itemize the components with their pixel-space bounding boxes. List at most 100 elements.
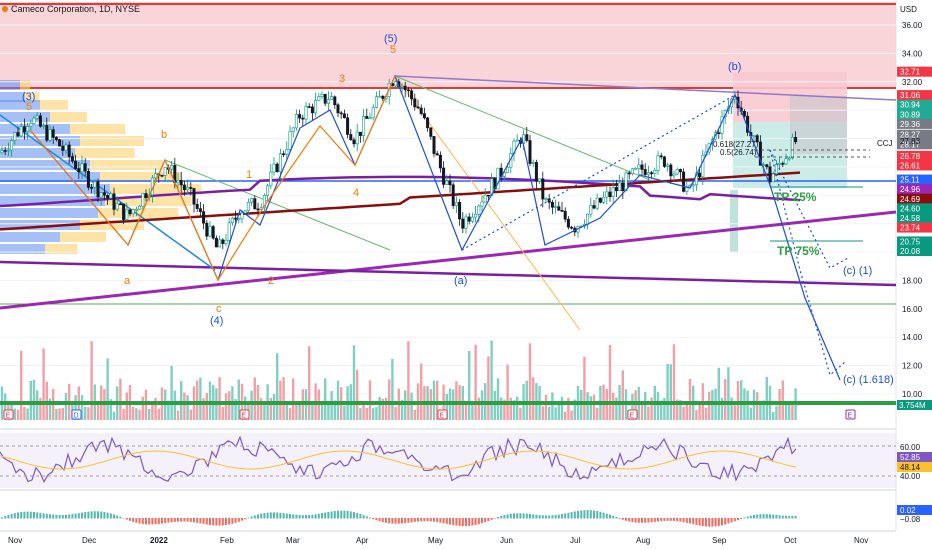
volume-bar bbox=[688, 379, 692, 420]
macd-bar bbox=[433, 518, 435, 522]
target-column bbox=[730, 190, 738, 252]
candle-body bbox=[29, 123, 33, 127]
event-marker-label: E bbox=[440, 413, 445, 420]
macd-bar bbox=[340, 510, 343, 519]
event-marker-box bbox=[71, 409, 82, 420]
volume-bar bbox=[173, 390, 176, 420]
macd-bar bbox=[65, 514, 67, 519]
macd-bar bbox=[311, 514, 314, 519]
macd-bar bbox=[84, 512, 87, 519]
candle-body bbox=[115, 203, 119, 210]
volume-bar bbox=[650, 397, 653, 420]
trendline-lower[interactable] bbox=[0, 260, 897, 287]
macd-bar bbox=[391, 518, 394, 524]
candle-body bbox=[51, 129, 55, 138]
candle-body bbox=[272, 163, 276, 173]
volume-bar bbox=[512, 400, 516, 420]
volume-bar bbox=[288, 408, 292, 420]
volume-profile-bar bbox=[0, 124, 70, 134]
volume-bar bbox=[132, 406, 135, 420]
candle-body bbox=[422, 113, 426, 119]
volume-bar bbox=[260, 398, 263, 420]
candle-body bbox=[634, 167, 638, 170]
candle-body bbox=[621, 182, 625, 191]
macd-bar bbox=[314, 514, 317, 519]
candle-body bbox=[560, 210, 564, 212]
macd-bar bbox=[295, 514, 298, 519]
candle-body bbox=[771, 173, 775, 183]
macd-bar bbox=[212, 518, 215, 526]
candle-body bbox=[374, 96, 378, 108]
candle-body bbox=[230, 217, 234, 224]
macd-bar bbox=[564, 513, 567, 519]
macd-bar bbox=[266, 512, 269, 519]
macd-bar bbox=[289, 513, 291, 519]
candle-body bbox=[205, 222, 209, 237]
trendline-top[interactable] bbox=[394, 75, 897, 101]
volume-bar bbox=[698, 402, 701, 420]
macd-bar bbox=[337, 510, 339, 519]
volume-bar bbox=[90, 341, 93, 420]
macd-histogram bbox=[1, 510, 797, 527]
volume-bar bbox=[516, 396, 519, 420]
macd-bar bbox=[541, 515, 544, 519]
macd-bar bbox=[442, 518, 445, 524]
macd-bar bbox=[743, 517, 746, 519]
candle-body bbox=[515, 139, 519, 142]
candle-body bbox=[538, 178, 542, 182]
macd-bar bbox=[167, 518, 170, 523]
volume-bar bbox=[612, 392, 615, 420]
candle-body bbox=[134, 208, 138, 211]
candle-body bbox=[26, 126, 30, 132]
candle-body bbox=[426, 117, 430, 129]
candle-body bbox=[346, 117, 350, 135]
macd-bar bbox=[218, 518, 221, 526]
price-tick-label: 10.00 bbox=[902, 390, 923, 399]
macd-bar bbox=[58, 514, 61, 519]
tp-75-label: TP 75% bbox=[777, 244, 820, 258]
volume-bar bbox=[541, 406, 544, 420]
candle-body bbox=[717, 132, 721, 134]
macd-bar bbox=[97, 511, 99, 519]
volume-bar bbox=[196, 380, 199, 420]
volume-bar bbox=[285, 402, 288, 420]
candle-body bbox=[659, 155, 663, 158]
candle-body bbox=[237, 218, 241, 221]
trendline-support[interactable] bbox=[0, 210, 897, 310]
volume-bar bbox=[202, 398, 205, 420]
volume-bar bbox=[400, 399, 404, 420]
candle-body bbox=[86, 170, 90, 188]
time-tick-label: May bbox=[428, 536, 443, 545]
trendline-down[interactable] bbox=[0, 114, 216, 271]
projection-box[interactable] bbox=[790, 96, 847, 154]
candle-body bbox=[358, 131, 362, 136]
volume-bar bbox=[432, 380, 436, 420]
volume-bar bbox=[343, 405, 346, 420]
volume-bar bbox=[608, 345, 612, 420]
volume-bar bbox=[615, 397, 618, 420]
candle-body bbox=[531, 162, 535, 164]
price-label-bg bbox=[897, 150, 932, 161]
volume-bar bbox=[644, 392, 647, 420]
macd-bar bbox=[762, 514, 765, 519]
volume-bar bbox=[292, 378, 295, 420]
macd-bar bbox=[269, 512, 272, 519]
macd-bar bbox=[602, 512, 605, 519]
macd-bar bbox=[401, 518, 403, 524]
macd-bar bbox=[644, 518, 647, 523]
volume-bar bbox=[269, 397, 272, 420]
wave-label: b bbox=[161, 129, 167, 141]
macd-bar bbox=[71, 514, 74, 519]
candle-body bbox=[125, 209, 129, 220]
macd-bar bbox=[548, 515, 551, 519]
price-label: 23.74 bbox=[900, 224, 921, 233]
volume-profile-bar bbox=[0, 148, 75, 158]
candle-body bbox=[448, 180, 452, 186]
volume-bar bbox=[109, 399, 112, 420]
volume-bar bbox=[336, 380, 340, 420]
candle-body bbox=[752, 135, 756, 137]
macd-bar bbox=[570, 512, 573, 519]
candle-body bbox=[477, 205, 481, 215]
volume-bar bbox=[394, 406, 397, 420]
